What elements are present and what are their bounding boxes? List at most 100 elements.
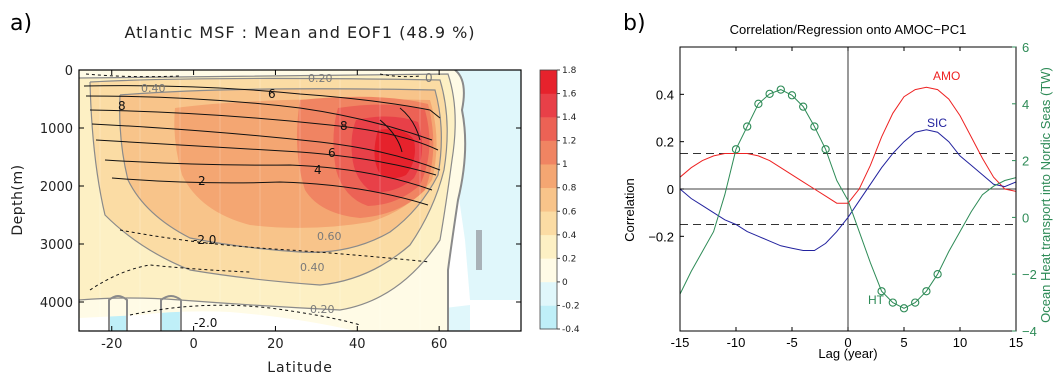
- msf-y-tick-label: 0: [65, 64, 73, 79]
- mean-contour-label: 2: [198, 174, 206, 188]
- mean-contour-label: 6: [268, 87, 276, 101]
- colorbar-swatch: [540, 258, 557, 283]
- mean-contour-label: -2.0: [193, 233, 216, 247]
- regression-x-axis-label: Lag (year): [818, 346, 877, 361]
- msf-colorbar: -0.4 -0.2 0 0.2 0.4 0.6 0.8 1 1.2 1.4 1.6 1.8: [539, 66, 580, 335]
- y2-tick-label: −4: [1022, 324, 1037, 339]
- x-tick-label: 0: [844, 335, 851, 350]
- colorbar-tick-label: 1.8: [562, 66, 577, 76]
- series-marker-ht: [810, 122, 819, 131]
- colorbar-tick-label: -0.2: [562, 301, 580, 311]
- colorbar-swatch: [540, 234, 557, 259]
- colorbar-swatch: [540, 70, 557, 94]
- mean-contour-label: -2.0: [194, 316, 217, 330]
- regression-axes: -15 -10 -5 0 5 10 15 −0.2 0 0.2 0.4 −4 −2 0 2 4 6: [648, 40, 1037, 350]
- series-marker-ht: [731, 145, 741, 154]
- series-line-sic: [680, 129, 1016, 251]
- series-marker-ht: [888, 298, 897, 307]
- mean-contours: [83, 85, 441, 206]
- colorbar-tick-label: -0.4: [562, 325, 580, 335]
- msf-x-tick-label: 20: [267, 337, 284, 352]
- ht-series-label: HT: [868, 293, 885, 307]
- msf-y-axis-label: Depth(m): [10, 164, 26, 235]
- regression-plot-area: [680, 47, 1016, 331]
- y2-tick-label: 2: [1022, 154, 1029, 169]
- x-tick-label: 10: [953, 335, 967, 350]
- colorbar-swatch: [540, 187, 557, 212]
- mean-contour-label: 8: [118, 99, 126, 113]
- msf-y-tick-label: 2000: [40, 180, 73, 195]
- series-line-ht: [680, 89, 1016, 309]
- series-marker-ht: [765, 89, 774, 99]
- y2-tick-label: 4: [1022, 97, 1029, 112]
- series-marker-ht: [743, 122, 752, 131]
- panel-b-title: Correlation/Regression onto AMOC−PC1: [730, 22, 967, 37]
- colorbar-tick-label: 0: [562, 278, 568, 288]
- series-marker-ht: [899, 304, 909, 313]
- colorbar-swatch: [540, 211, 557, 236]
- colorbar-swatch: [540, 164, 557, 189]
- y2-tick-label: −2: [1022, 267, 1037, 282]
- y2-tick-label: 6: [1022, 40, 1029, 55]
- x-tick-label: 15: [1009, 335, 1023, 350]
- mean-contour-label: 0: [425, 71, 433, 85]
- series-marker-ht: [787, 91, 797, 100]
- eof-contour-label: 0.20: [308, 72, 333, 85]
- colorbar-tick-label: 0.6: [562, 207, 577, 217]
- sic-series-label: SIC: [927, 116, 947, 130]
- colorbar-tick-label: 0.2: [562, 254, 576, 264]
- colorbar-swatch: [540, 93, 557, 118]
- regression-y-axis-label: Correlation: [622, 178, 637, 242]
- amo-series-label: AMO: [933, 69, 960, 83]
- msf-y-tick-label: 3000: [40, 238, 73, 253]
- eof-contour-label: 0.40: [300, 261, 325, 274]
- msf-x-tick-label: 40: [349, 337, 366, 352]
- series-line-amo: [680, 86, 1016, 204]
- mean-contour-label: 8: [340, 119, 348, 133]
- series-marker-ht: [933, 270, 942, 279]
- series-marker-ht: [877, 287, 886, 296]
- y-tick-label: 0: [667, 182, 674, 197]
- x-tick-label: 5: [900, 335, 907, 350]
- msf-y-tick-label: 4000: [40, 296, 73, 311]
- panel-a-letter: a): [10, 11, 32, 36]
- series-marker-ht: [799, 102, 808, 111]
- colorbar-swatch: [540, 281, 557, 306]
- mean-contour-label: 6: [328, 146, 336, 160]
- msf-y-tick-label: 1000: [40, 122, 73, 137]
- y2-tick-label: 0: [1022, 210, 1029, 225]
- colorbar-tick-label: 1.4: [562, 113, 577, 123]
- panel-b-letter: b): [623, 11, 646, 36]
- colorbar-swatch: [540, 140, 557, 165]
- msf-axes-frame: [78, 69, 522, 332]
- x-tick-label: -10: [727, 335, 746, 350]
- colorbar-tick-label: 0.4: [562, 231, 577, 241]
- mean-contours-negative: [85, 73, 431, 326]
- eof-contour-label: 0.60: [317, 230, 342, 243]
- colorbar-swatch: [540, 117, 557, 141]
- colorbar-frame: [539, 69, 558, 330]
- msf-x-axis-label: Latitude: [267, 360, 333, 376]
- colorbar-tick-label: 1: [562, 160, 568, 170]
- msf-x-tick-label: 0: [189, 337, 197, 352]
- colorbar-tick-label: 1.6: [562, 90, 577, 100]
- mean-contour-label: 4: [314, 163, 322, 177]
- eof-contours: [79, 70, 467, 331]
- y-tick-label: 0.4: [656, 87, 674, 102]
- panel-a-title: Atlantic MSF : Mean and EOF1 (48.9 %): [124, 23, 475, 42]
- msf-band-1.6: [374, 129, 415, 179]
- msf-plot-area: 8 6 8 6 4 2 -2.0 -2.0 0 0.20 0.40 0.60 0…: [79, 70, 521, 331]
- colorbar-tick-label: 1.2: [562, 137, 576, 147]
- y-tick-label: 0.2: [656, 135, 674, 150]
- x-tick-label: -15: [671, 335, 690, 350]
- series-marker-ht: [922, 287, 931, 296]
- y-tick-label: −0.2: [648, 229, 674, 244]
- colorbar-tick-label: 0.8: [562, 184, 577, 194]
- eof-contour-label: 0.20: [310, 303, 335, 316]
- series-marker-ht: [754, 99, 763, 108]
- eof-contour-label: 0.40: [141, 82, 166, 95]
- series-marker-ht: [821, 145, 830, 154]
- msf-land-mask: [476, 230, 482, 270]
